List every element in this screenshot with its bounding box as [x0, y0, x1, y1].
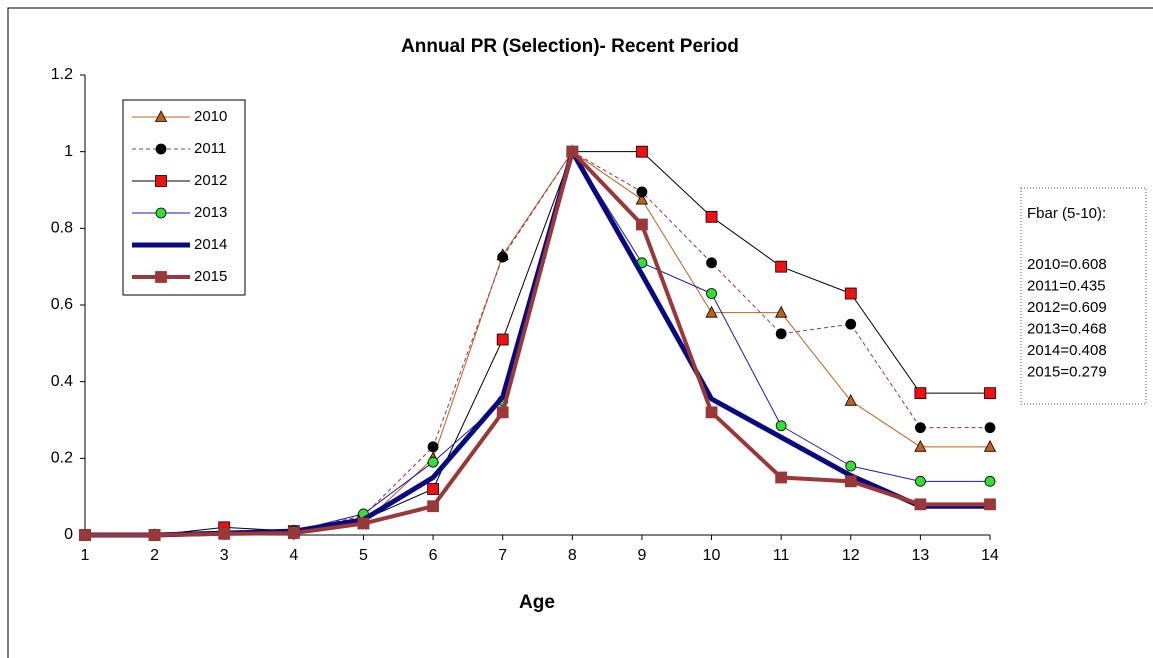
- annotation-line: 2014=0.408: [1027, 342, 1107, 359]
- x-tick-label: 8: [568, 547, 577, 564]
- data-point: [844, 475, 857, 488]
- y-tick-label: 1.2: [51, 66, 73, 83]
- annotation-line: 2015=0.279: [1027, 363, 1107, 380]
- legend-marker: [154, 110, 168, 122]
- legend-marker: [155, 271, 167, 283]
- data-point: [845, 318, 857, 330]
- data-point: [984, 387, 996, 400]
- data-point: [984, 498, 996, 511]
- data-point: [774, 305, 788, 318]
- data-point: [636, 186, 648, 198]
- data-point: [984, 475, 996, 487]
- data-point: [845, 460, 857, 472]
- data-point: [775, 420, 787, 432]
- annotation-line: 2011=0.435: [1027, 277, 1106, 294]
- data-point: [775, 471, 788, 484]
- data-point: [914, 439, 927, 452]
- data-point: [357, 517, 370, 530]
- legend-label: 2010: [194, 108, 227, 125]
- data-point: [496, 406, 509, 419]
- y-tick-label: 0.6: [51, 296, 73, 313]
- legend-marker: [155, 207, 167, 219]
- y-tick-label: 1: [64, 143, 73, 160]
- data-point: [984, 422, 996, 434]
- data-point: [497, 251, 509, 263]
- series-line: [85, 149, 990, 537]
- data-point: [636, 145, 648, 158]
- legend-marker: [155, 175, 167, 187]
- x-tick-label: 12: [842, 547, 860, 564]
- chart-title: Annual PR (Selection)- Recent Period: [401, 36, 739, 57]
- data-point: [218, 527, 231, 540]
- data-point: [844, 287, 857, 300]
- data-point: [914, 422, 926, 434]
- annotation-line: 2013=0.468: [1027, 320, 1107, 337]
- y-tick-label: 0.4: [51, 373, 73, 390]
- data-point: [566, 145, 579, 158]
- legend-label: 2012: [194, 172, 227, 189]
- legend-label: 2013: [194, 204, 227, 221]
- data-point: [287, 527, 300, 539]
- legend-label: 2011: [194, 140, 226, 157]
- data-point: [635, 192, 649, 205]
- legend-label: 2014: [194, 236, 227, 253]
- data-point: [427, 500, 439, 513]
- legend-label: 2015: [194, 268, 227, 285]
- x-tick-label: 14: [981, 547, 999, 564]
- series-line: [85, 151, 990, 536]
- legend-marker: [155, 143, 167, 155]
- data-point: [844, 393, 857, 406]
- data-point: [496, 333, 509, 346]
- data-point: [775, 260, 788, 273]
- x-tick-label: 3: [220, 547, 229, 564]
- x-tick-label: 13: [911, 547, 929, 564]
- annotation-line: 2012=0.609: [1027, 299, 1107, 316]
- data-point: [148, 529, 161, 541]
- annotation-line: 2010=0.608: [1027, 256, 1107, 273]
- data-point: [914, 387, 927, 400]
- data-point: [79, 529, 91, 541]
- x-tick-label: 1: [81, 547, 90, 564]
- y-tick-label: 0: [64, 526, 73, 543]
- data-point: [705, 210, 718, 223]
- data-point: [706, 257, 717, 269]
- data-point: [775, 328, 787, 340]
- x-axis-label: Age: [519, 592, 555, 613]
- x-tick-label: 4: [289, 547, 298, 564]
- legend-box: [122, 99, 246, 296]
- x-tick-label: 10: [703, 547, 721, 564]
- data-point: [427, 456, 439, 468]
- x-tick-label: 6: [429, 547, 438, 564]
- x-tick-label: 2: [150, 547, 159, 564]
- data-point: [914, 498, 927, 511]
- data-point: [706, 288, 717, 299]
- x-tick-label: 5: [359, 547, 368, 564]
- data-point: [705, 305, 718, 318]
- data-point: [427, 441, 439, 453]
- x-tick-label: 11: [773, 547, 790, 564]
- y-tick-label: 0.8: [51, 220, 73, 237]
- data-point: [983, 439, 997, 452]
- annotation-title: Fbar (5-10):: [1027, 205, 1106, 222]
- annotation-box: [1020, 187, 1147, 405]
- x-tick-label: 7: [498, 547, 507, 564]
- x-tick-label: 9: [637, 547, 646, 564]
- y-tick-label: 0.2: [51, 450, 73, 467]
- data-point: [705, 406, 718, 419]
- data-point: [636, 218, 648, 231]
- data-point: [914, 475, 926, 487]
- data-point: [427, 483, 439, 495]
